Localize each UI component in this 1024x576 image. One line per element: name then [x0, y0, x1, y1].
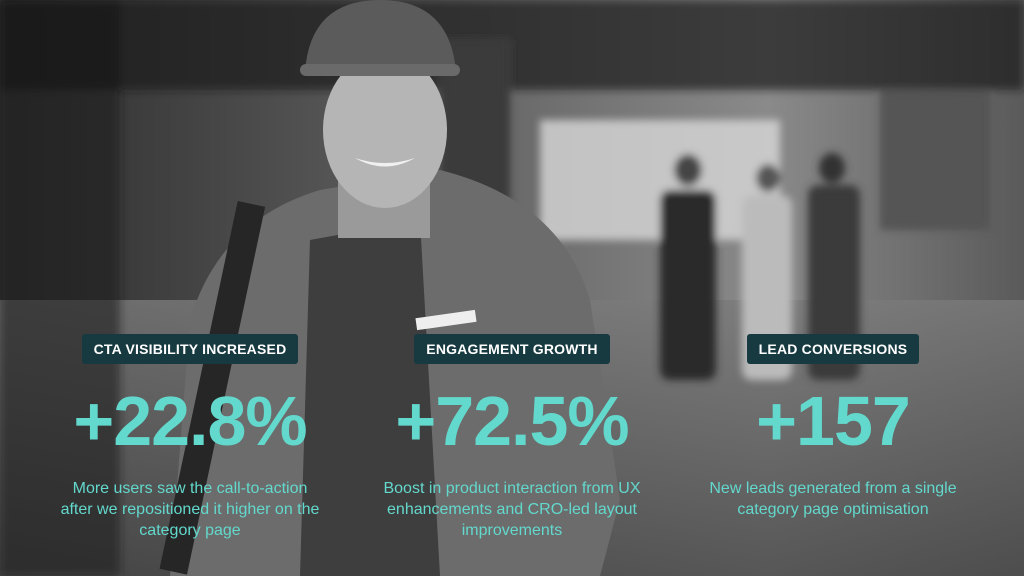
stat-label: LEAD CONVERSIONS [746, 334, 920, 364]
stat-value: +72.5% [395, 382, 629, 460]
stat-value: +157 [756, 382, 911, 460]
stat-description: More users saw the call-to-action after … [60, 480, 320, 539]
stat-label: CTA VISIBILITY INCREASED [81, 334, 299, 364]
stat-value: +22.8% [73, 382, 307, 460]
stat-description: New leads generated from a single catego… [709, 480, 957, 518]
stat-description: Boost in product interaction from UX enh… [383, 480, 641, 539]
stat-label: ENGAGEMENT GROWTH [414, 334, 610, 364]
stat-card: LEAD CONVERSIONS +157 New leads generated … [683, 334, 983, 520]
stat-card: CTA VISIBILITY INCREASED +22.8% More users… [40, 334, 340, 541]
stat-card: ENGAGEMENT GROWTH +72.5% Boost in product … [362, 334, 662, 541]
